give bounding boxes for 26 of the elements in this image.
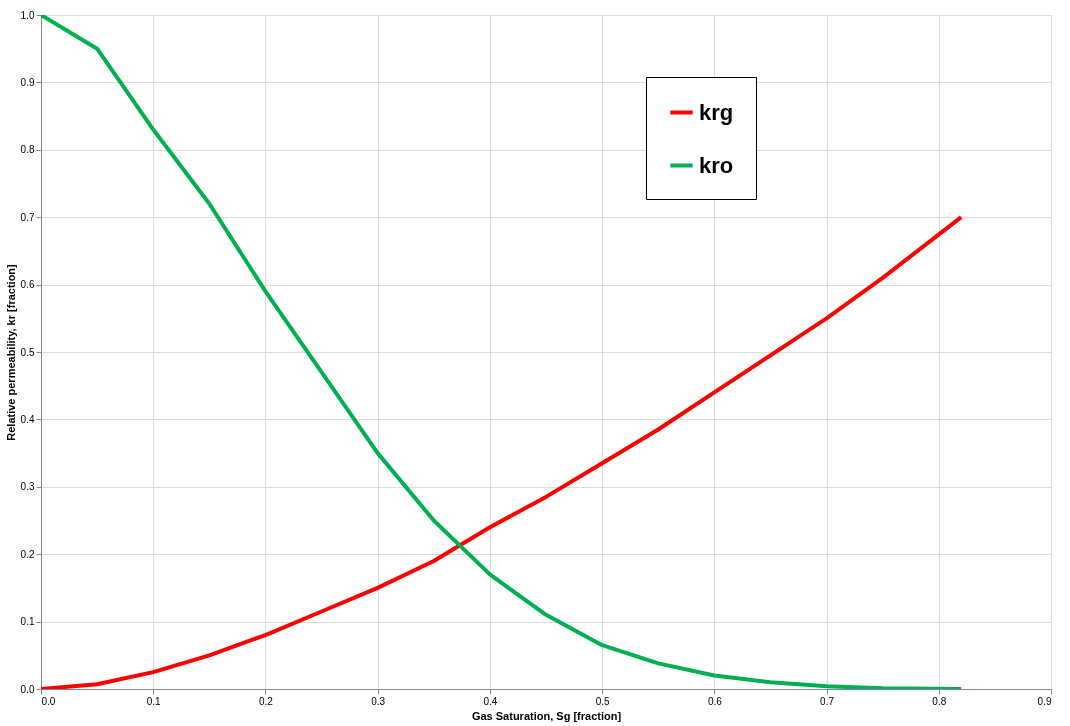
y-tick-label: 0.1 <box>20 616 35 628</box>
y-tick-label: 0.9 <box>20 76 35 88</box>
y-tick-label: 0.3 <box>20 481 35 493</box>
x-tick-label: 0.3 <box>371 695 386 707</box>
y-tick-label: 0.2 <box>20 548 35 560</box>
x-tick-label: 0.6 <box>707 695 723 707</box>
x-tick-label: 0.8 <box>932 695 947 707</box>
x-tick-label: 0.2 <box>258 695 274 707</box>
x-tick-label: 0.0 <box>41 695 56 707</box>
legend-label: kro <box>699 152 734 178</box>
line-series <box>41 215 964 689</box>
x-tick-label: 0.4 <box>483 695 498 707</box>
legend-label: krg <box>699 99 734 125</box>
x-tick-label: 0.5 <box>595 695 610 707</box>
y-tick-label: 0.6 <box>20 279 35 291</box>
x-tick-label: 0.1 <box>146 695 162 707</box>
y-axis-title: Relative permeability, kr [fraction] <box>4 263 17 441</box>
y-tick-label: 1.0 <box>20 9 35 21</box>
y-tick-label: 0.0 <box>20 683 35 695</box>
y-tick-label: 0.5 <box>20 346 35 358</box>
y-tick-label: 0.8 <box>20 144 35 156</box>
x-tick-label: 0.7 <box>820 695 835 707</box>
y-tick-label: 0.7 <box>20 211 35 223</box>
x-axis-title: Gas Saturation, Sg [fraction] <box>471 709 622 722</box>
y-tick-label: 0.4 <box>20 413 35 425</box>
x-tick-label: 0.9 <box>1037 695 1052 707</box>
